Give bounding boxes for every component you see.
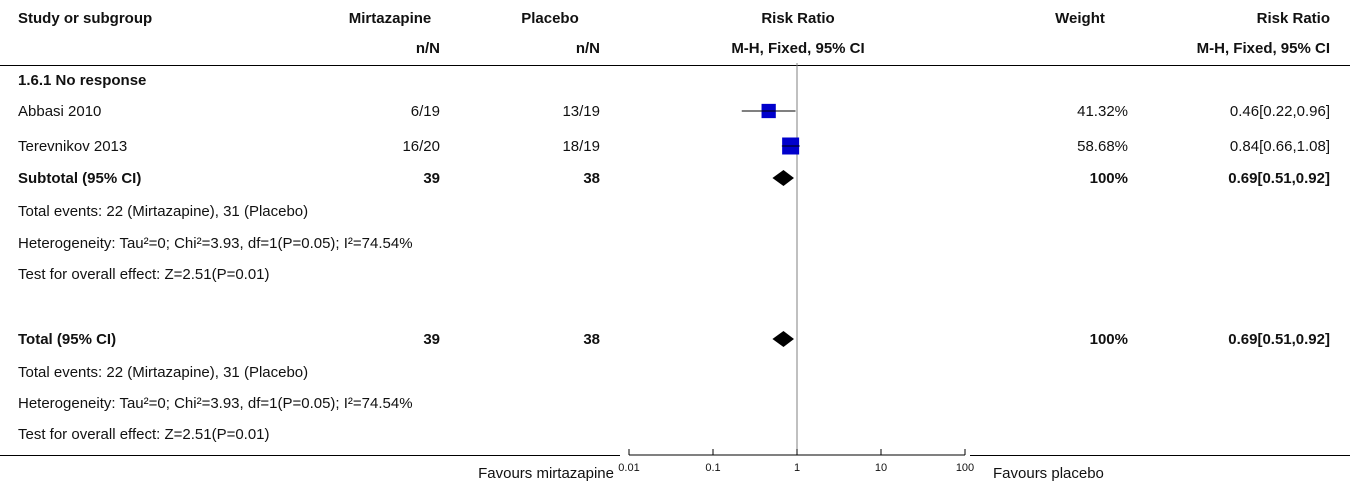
header-rr-method: M-H, Fixed, 95% CI bbox=[1196, 40, 1330, 57]
total-exp: 39 bbox=[423, 331, 440, 348]
study-exp: 16/20 bbox=[402, 138, 440, 155]
total-events: Total events: 22 (Mirtazapine), 31 (Plac… bbox=[18, 364, 309, 381]
study-ctrl: 13/19 bbox=[562, 103, 600, 120]
pooled-diamond bbox=[772, 170, 794, 186]
x-axis-tick-label: 1 bbox=[794, 462, 800, 474]
study-ctrl: 18/19 bbox=[562, 138, 600, 155]
total-weight: 100% bbox=[1089, 331, 1128, 348]
total-rr: 0.69[0.51,0.92] bbox=[1228, 331, 1330, 348]
total-overall-effect: Test for overall effect: Z=2.51(P=0.01) bbox=[18, 426, 270, 443]
header-divider bbox=[0, 65, 1350, 66]
total-heterogeneity: Heterogeneity: Tau²=0; Chi²=3.93, df=1(P… bbox=[18, 395, 413, 412]
subtotal-rr: 0.69[0.51,0.92] bbox=[1228, 170, 1330, 187]
subgroup-overall-effect: Test for overall effect: Z=2.51(P=0.01) bbox=[18, 266, 270, 283]
footer-rule-left bbox=[0, 455, 620, 456]
study-name: Terevnikov 2013 bbox=[18, 138, 128, 155]
header-mirtazapine-sub: n/N bbox=[415, 40, 440, 57]
subtotal-weight: 100% bbox=[1089, 170, 1128, 187]
study-rr: 0.84[0.66,1.08] bbox=[1229, 138, 1330, 155]
study-name: Abbasi 2010 bbox=[18, 103, 102, 120]
study-exp: 6/19 bbox=[410, 103, 440, 120]
header-placebo-sub: n/N bbox=[575, 40, 600, 57]
x-axis-tick-label: 10 bbox=[875, 462, 887, 474]
subgroup-heterogeneity: Heterogeneity: Tau²=0; Chi²=3.93, df=1(P… bbox=[18, 235, 413, 252]
favours-right-label: Favours placebo bbox=[993, 465, 1104, 482]
total-label: Total (95% CI) bbox=[18, 331, 117, 348]
x-axis-tick-label: 100 bbox=[956, 462, 974, 474]
subtotal-exp: 39 bbox=[423, 170, 440, 187]
header-placebo: Placebo bbox=[521, 10, 579, 27]
x-axis-tick-label: 0.01 bbox=[618, 462, 639, 474]
subgroup-title: 1.6.1 No response bbox=[18, 72, 147, 89]
x-axis-tick-label: 0.1 bbox=[705, 462, 720, 474]
subtotal-label: Subtotal (95% CI) bbox=[18, 170, 142, 187]
study-weight: 58.68% bbox=[1077, 138, 1128, 155]
header-weight: Weight bbox=[1055, 10, 1105, 27]
header-mirtazapine: Mirtazapine bbox=[348, 10, 432, 27]
favours-left-label: Favours mirtazapine bbox=[478, 465, 614, 482]
total-ctrl: 38 bbox=[583, 331, 600, 348]
pooled-diamond bbox=[772, 331, 794, 347]
footer-rule-right bbox=[970, 455, 1350, 456]
study-rr: 0.46[0.22,0.96] bbox=[1229, 103, 1330, 120]
subgroup-events: Total events: 22 (Mirtazapine), 31 (Plac… bbox=[18, 203, 309, 220]
header-risk-ratio: Risk Ratio bbox=[1256, 10, 1330, 27]
header-risk-ratio-plot: Risk Ratio bbox=[761, 10, 835, 27]
subtotal-ctrl: 38 bbox=[583, 170, 600, 187]
study-weight: 41.32% bbox=[1077, 103, 1128, 120]
header-study: Study or subgroup bbox=[18, 10, 153, 27]
header-plot-method: M-H, Fixed, 95% CI bbox=[731, 40, 865, 57]
